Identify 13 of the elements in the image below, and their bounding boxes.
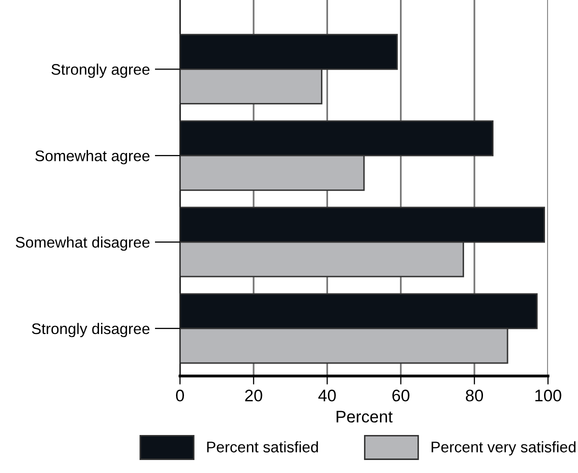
- x-tick-label: 0: [176, 390, 184, 402]
- legend-label: Percent satisfied: [207, 441, 318, 452]
- x-tick-label: 40: [318, 390, 336, 402]
- x-tick-label: 20: [245, 390, 262, 402]
- x-tick-label: 60: [392, 390, 410, 402]
- x-tick-label: 80: [466, 390, 484, 402]
- legend-label: Percent very satisfied: [432, 441, 576, 456]
- y-tick-label: Strongly disagree: [32, 322, 150, 338]
- x-axis-title: Percent: [336, 410, 393, 423]
- y-tick-label: Strongly agree: [51, 64, 150, 78]
- y-tick-label: Somewhat disagree: [16, 236, 150, 251]
- x-tick-label: 100: [535, 390, 562, 402]
- y-tick-label: Somewhat agree: [35, 150, 150, 164]
